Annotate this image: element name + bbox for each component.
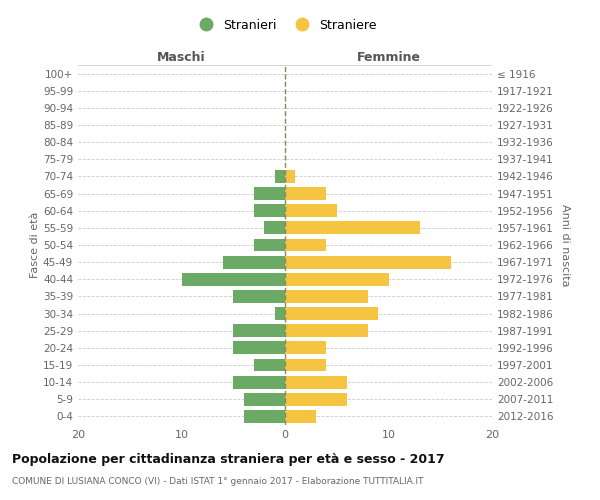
Bar bbox=[244, 410, 285, 423]
Bar bbox=[254, 238, 285, 252]
Bar bbox=[254, 358, 285, 372]
Bar bbox=[285, 342, 326, 354]
Y-axis label: Fasce di età: Fasce di età bbox=[30, 212, 40, 278]
Bar bbox=[254, 204, 285, 217]
Text: COMUNE DI LUSIANA CONCO (VI) - Dati ISTAT 1° gennaio 2017 - Elaborazione TUTTITA: COMUNE DI LUSIANA CONCO (VI) - Dati ISTA… bbox=[12, 478, 424, 486]
Bar bbox=[275, 170, 285, 183]
Legend: Stranieri, Straniere: Stranieri, Straniere bbox=[188, 14, 382, 36]
Y-axis label: Anni di nascita: Anni di nascita bbox=[560, 204, 570, 286]
Bar bbox=[285, 170, 295, 183]
Bar bbox=[285, 324, 368, 337]
Text: Femmine: Femmine bbox=[356, 51, 421, 64]
Bar bbox=[285, 256, 451, 268]
Bar bbox=[233, 376, 285, 388]
Bar bbox=[285, 358, 326, 372]
Bar bbox=[223, 256, 285, 268]
Text: Maschi: Maschi bbox=[157, 51, 206, 64]
Bar bbox=[285, 238, 326, 252]
Bar bbox=[285, 307, 378, 320]
Bar bbox=[285, 393, 347, 406]
Bar bbox=[233, 342, 285, 354]
Bar bbox=[285, 187, 326, 200]
Bar bbox=[233, 290, 285, 303]
Bar bbox=[233, 324, 285, 337]
Bar bbox=[285, 376, 347, 388]
Bar bbox=[244, 393, 285, 406]
Bar bbox=[182, 273, 285, 285]
Bar bbox=[285, 290, 368, 303]
Bar bbox=[285, 410, 316, 423]
Bar bbox=[285, 273, 389, 285]
Bar bbox=[285, 222, 419, 234]
Bar bbox=[285, 204, 337, 217]
Bar bbox=[254, 187, 285, 200]
Bar bbox=[265, 222, 285, 234]
Text: Popolazione per cittadinanza straniera per età e sesso - 2017: Popolazione per cittadinanza straniera p… bbox=[12, 452, 445, 466]
Bar bbox=[275, 307, 285, 320]
